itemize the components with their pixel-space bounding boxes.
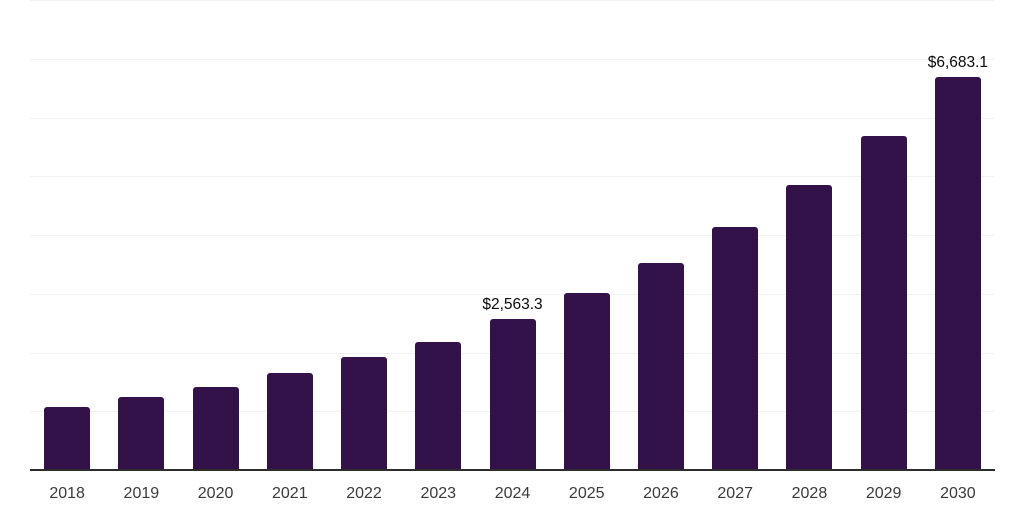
x-tick-label-2025: 2025 xyxy=(568,485,605,502)
bar-2026 xyxy=(637,262,684,470)
gridline-3000 xyxy=(30,293,995,295)
bar-2022 xyxy=(341,356,388,470)
bar-2029 xyxy=(860,136,907,470)
x-tick-label-2023: 2023 xyxy=(420,485,457,502)
data-label-2024: $2,563.3 xyxy=(482,295,543,313)
x-tick-label-2027: 2027 xyxy=(717,485,753,502)
gridline-7000 xyxy=(30,58,995,60)
gridline-8000 xyxy=(30,0,995,1)
bar-2018 xyxy=(44,406,91,470)
bar-2019 xyxy=(118,396,165,470)
gridline-4000 xyxy=(30,235,995,236)
x-tick-label-2029: 2029 xyxy=(865,485,902,502)
x-tick-label-2028: 2028 xyxy=(791,485,828,502)
x-tick-label-2019: 2019 xyxy=(123,485,160,502)
gridline-6000 xyxy=(30,117,995,119)
x-axis-line xyxy=(30,469,995,471)
bar-2025 xyxy=(563,293,610,470)
x-tick-label-2022: 2022 xyxy=(346,485,382,502)
bar-2023 xyxy=(415,341,462,470)
data-label-2030: $6,683.1 xyxy=(927,53,989,71)
x-tick-label-2030: 2030 xyxy=(940,485,976,502)
plot-area: $2,563.3 $6,683.1 xyxy=(30,0,995,471)
x-tick-label-2026: 2026 xyxy=(643,485,679,502)
bar-2024 xyxy=(489,319,536,470)
x-tick-label-2024: 2024 xyxy=(494,485,531,502)
gridline-5000 xyxy=(30,176,995,178)
bar-2028 xyxy=(786,185,833,470)
bar-2021 xyxy=(266,372,313,470)
x-tick-label-2018: 2018 xyxy=(49,485,85,502)
bar-2020 xyxy=(192,386,239,470)
bar-2030 xyxy=(934,77,981,470)
x-tick-label-2021: 2021 xyxy=(272,485,308,502)
x-tick-label-2020: 2020 xyxy=(197,485,234,502)
bar-2027 xyxy=(712,227,759,470)
